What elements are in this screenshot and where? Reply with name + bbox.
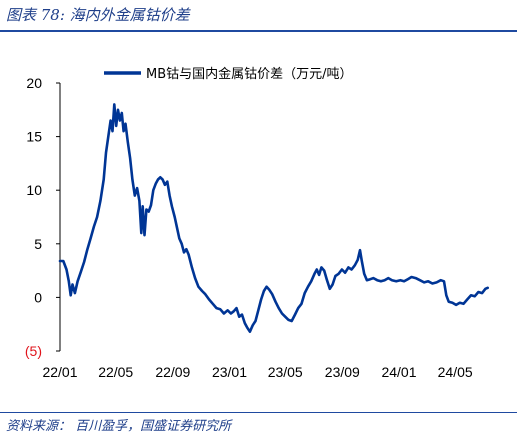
x-tick-label: 22/09: [155, 364, 190, 380]
y-tick-label: 0: [34, 289, 42, 305]
y-tick-label: 5: [34, 236, 42, 252]
x-tick-label: 22/01: [42, 364, 77, 380]
y-tick-label: 10: [26, 182, 42, 198]
x-tick-label: 23/05: [268, 364, 303, 380]
x-tick-label: 24/01: [381, 364, 416, 380]
x-ticks: 22/01 22/05 22/09 23/01 23/05 23/09 24/01 24/05: [42, 364, 472, 380]
y-tick-label: 20: [26, 75, 42, 91]
x-tick-label: 22/05: [98, 364, 133, 380]
x-tick-label: 24/05: [438, 364, 473, 380]
bottom-rule: [0, 412, 517, 413]
series-group: [58, 103, 489, 333]
series-line-0: [58, 103, 489, 333]
legend-label: MB钴与国内金属钴价差（万元/吨）: [146, 66, 353, 82]
top-rule: [0, 30, 517, 32]
y-tick-label: 15: [26, 129, 42, 145]
figure-title: 图表 78: 海内外金属钴价差: [6, 6, 190, 24]
y-ticks: 20 15 10 5 0 (5): [25, 75, 60, 359]
legend: MB钴与国内金属钴价差（万元/吨）: [104, 66, 353, 82]
x-tick-label: 23/09: [325, 364, 360, 380]
y-tick-label: (5): [25, 343, 42, 359]
source-note: 资料来源： 百川盈孚，国盛证券研究所: [6, 419, 232, 434]
x-tick-label: 23/01: [212, 364, 247, 380]
